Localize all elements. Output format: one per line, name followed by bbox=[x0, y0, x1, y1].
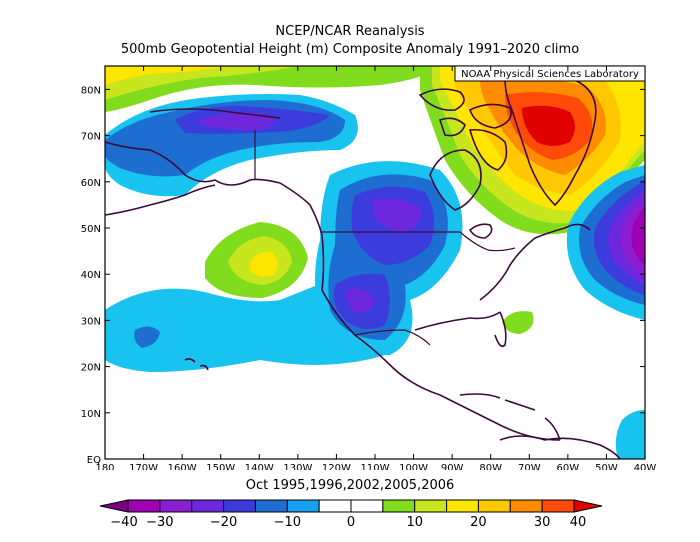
lat-label: 40N bbox=[81, 270, 101, 281]
anomaly-minus25-central bbox=[345, 198, 421, 313]
lon-label: 40W bbox=[634, 463, 657, 470]
colorbar-label: 10 bbox=[406, 515, 423, 530]
lat-label: EQ bbox=[87, 455, 101, 466]
anomaly-minus10-southwest bbox=[134, 326, 160, 348]
colorbar-labels: −40 −30 −20 −10 0 10 20 30 40 bbox=[110, 515, 586, 530]
aleutians bbox=[105, 184, 216, 216]
lon-label: 140W bbox=[245, 463, 274, 470]
colorbar-box bbox=[477, 499, 511, 513]
colorbar-arrow-low bbox=[99, 499, 129, 513]
colorbar-arrow-high bbox=[573, 499, 603, 513]
lon-label: 70W bbox=[518, 463, 541, 470]
lon-label: 60W bbox=[557, 463, 580, 470]
map-title: NCEP/NCAR Reanalysis bbox=[275, 24, 425, 39]
baffin-island bbox=[468, 128, 508, 171]
anomaly-plus5-atlantic bbox=[502, 311, 534, 334]
colorbar-box bbox=[382, 499, 416, 513]
colorbar-label: 20 bbox=[470, 515, 487, 530]
anomaly-minus35-atlantic bbox=[631, 205, 645, 265]
colorbar-box bbox=[191, 499, 225, 513]
lon-label: 160W bbox=[168, 463, 197, 470]
date-label: Oct 1995,1996,2002,2005,2006 bbox=[245, 478, 455, 493]
lon-label: 100W bbox=[399, 463, 428, 470]
colorbar-label: −10 bbox=[274, 515, 301, 530]
lon-label: 120W bbox=[322, 463, 351, 470]
colorbar-label: −30 bbox=[146, 515, 173, 530]
colorbar-label: −40 bbox=[110, 515, 137, 530]
colorbar-box bbox=[350, 499, 384, 513]
lat-label: 50N bbox=[81, 224, 101, 235]
colorbar-label: 40 bbox=[570, 515, 587, 530]
west-coast bbox=[321, 234, 561, 441]
lon-label: 110W bbox=[361, 463, 390, 470]
florida bbox=[494, 311, 507, 348]
attribution-box bbox=[454, 65, 646, 82]
lat-label: 60N bbox=[81, 178, 101, 189]
colorbar-box bbox=[541, 499, 575, 513]
colorbar-box bbox=[223, 499, 256, 513]
anomaly-plus35-greenland bbox=[522, 105, 575, 146]
lon-label: 180 bbox=[95, 463, 114, 470]
lon-label: 90W bbox=[441, 463, 464, 470]
east-coast bbox=[479, 223, 591, 301]
hudson-bay bbox=[429, 149, 482, 211]
colorbar-box bbox=[414, 499, 448, 513]
colorbar-box bbox=[446, 499, 479, 513]
colorbar-box bbox=[286, 499, 320, 513]
anomaly-plus15-pacific bbox=[250, 251, 278, 277]
lon-label: 50W bbox=[595, 463, 618, 470]
alaska-coast bbox=[105, 141, 323, 236]
lat-label: 10N bbox=[81, 409, 101, 420]
lat-label: 30N bbox=[81, 316, 101, 327]
lat-label: 20N bbox=[81, 363, 101, 374]
attribution-text: NOAA Physical Sciences Laboratory bbox=[461, 69, 639, 80]
lat-label: 80N bbox=[81, 85, 101, 96]
great-lakes bbox=[468, 223, 493, 239]
latitude-axis: EQ 10N 20N 30N 40N 50N 60N 70N 80N bbox=[81, 85, 645, 466]
colorbar-label: 0 bbox=[347, 515, 355, 530]
anomaly-minus25-north bbox=[200, 112, 275, 130]
lon-label: 80W bbox=[479, 463, 502, 470]
colorbar-box bbox=[127, 499, 161, 513]
borders bbox=[254, 130, 516, 346]
south-america bbox=[499, 435, 621, 459]
colorbar-label: −20 bbox=[210, 515, 237, 530]
colorbar-boxes bbox=[99, 499, 603, 513]
us-mexico-border bbox=[354, 329, 431, 346]
lon-label: 170W bbox=[129, 463, 158, 470]
colorbar-box bbox=[318, 499, 352, 513]
lon-label: 150W bbox=[206, 463, 235, 470]
anomaly-plus10-arctic bbox=[105, 66, 300, 100]
colorbar-box bbox=[159, 499, 193, 513]
lon-label: 130W bbox=[283, 463, 312, 470]
us-canada-border bbox=[322, 231, 516, 252]
colorbar-box bbox=[254, 499, 288, 513]
lat-label: 70N bbox=[81, 132, 101, 143]
anomaly-minus5-southeast bbox=[615, 410, 645, 459]
longitude-axis: 180 170W 160W 150W 140W 130W 120W 110W 100W 90W 80… bbox=[95, 66, 656, 470]
anomaly-plus15-arctic bbox=[105, 66, 230, 85]
caribbean-islands bbox=[459, 393, 561, 441]
anomaly-map: NOAA Physical Sciences Laboratory EQ 10N 2… bbox=[81, 65, 656, 470]
alaska-north-coast bbox=[149, 108, 281, 119]
hawaii bbox=[184, 358, 209, 371]
arctic-archipelago bbox=[418, 88, 512, 137]
gulf-coast bbox=[414, 311, 501, 331]
colorbar-box bbox=[509, 499, 543, 513]
map-subtitle: 500mb Geopotential Height (m) Composite … bbox=[120, 42, 580, 57]
colorbar-label: 30 bbox=[534, 515, 551, 530]
